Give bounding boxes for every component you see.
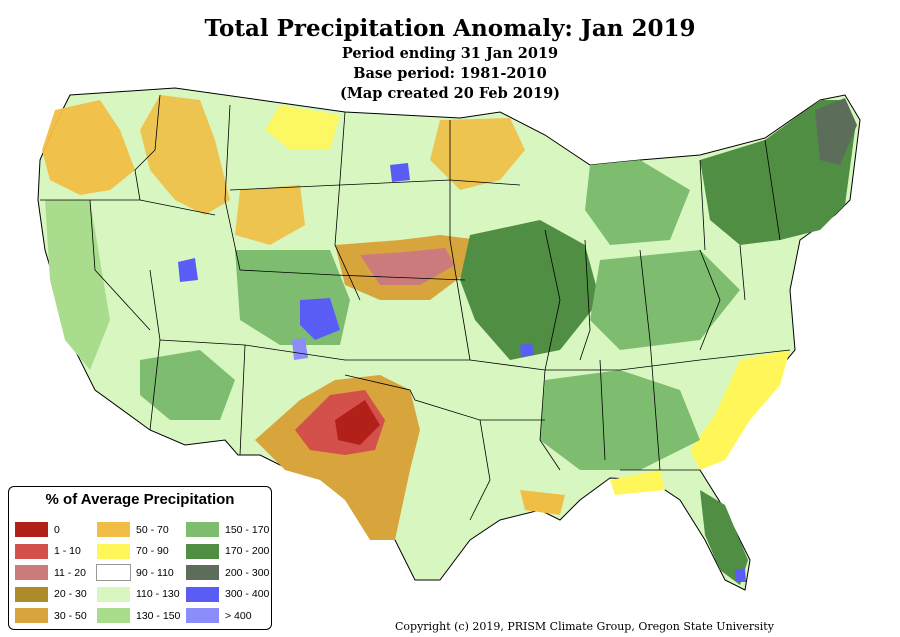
map-title: Total Precipitation Anomaly: Jan 2019 — [204, 15, 696, 42]
legend-item: 90 - 110 — [96, 562, 180, 584]
title-block: Total Precipitation Anomaly: Jan 2019 Pe… — [0, 14, 900, 104]
legend-swatch — [15, 522, 48, 538]
subtitle-base-period: Base period: 1981-2010 — [353, 65, 547, 82]
legend-label: 20 - 30 — [54, 588, 87, 601]
legend-item: 11 - 20 — [15, 562, 87, 584]
very-wet-spot-utah — [178, 258, 198, 282]
legend-column-1: 0 1 - 10 11 - 20 20 - 30 30 - 50 — [15, 519, 87, 627]
dry-zone-georgia — [610, 470, 665, 495]
state-boundaries — [40, 94, 791, 521]
subtitle-period: Period ending 31 Jan 2019 — [341, 45, 559, 62]
legend-label: 11 - 20 — [54, 566, 86, 579]
legend-label: 1 - 10 — [54, 545, 81, 558]
legend-label: 0 — [54, 523, 60, 536]
wet-zone-ohio-valley — [590, 250, 740, 350]
legend-swatch — [97, 608, 130, 624]
wet-zone-arizona — [140, 350, 235, 420]
dry-zone-northwest — [42, 100, 135, 195]
legend-swatch — [186, 543, 219, 559]
legend-swatch — [15, 608, 48, 624]
legend-label: 90 - 110 — [136, 566, 174, 579]
legend-label: 110 - 130 — [136, 588, 180, 601]
legend-label: 130 - 150 — [136, 609, 181, 622]
legend-column-2: 50 - 70 70 - 90 90 - 110 110 - 130 130 - 150 — [96, 519, 180, 627]
legend-item: 70 - 90 — [97, 541, 180, 563]
wet-zone-northeast — [700, 100, 855, 245]
legend-swatch — [15, 543, 48, 559]
legend-label: 30 - 50 — [54, 609, 87, 622]
very-wet-spot-south-dakota — [390, 163, 410, 182]
wet-zone-maine — [815, 98, 857, 165]
legend-swatch — [186, 565, 219, 581]
legend-swatch — [15, 586, 48, 602]
legend-swatch — [186, 586, 219, 602]
legend-swatch — [186, 608, 219, 624]
legend-item: 20 - 30 — [15, 584, 87, 606]
legend-swatch — [97, 586, 130, 602]
dry-zone-wyoming — [235, 185, 305, 245]
legend-item: 110 - 130 — [97, 584, 180, 606]
legend-item: 130 - 150 — [97, 605, 180, 627]
legend-item: 50 - 70 — [97, 519, 180, 541]
legend: % of Average Precipitation 0 1 - 10 11 - 2… — [8, 486, 272, 630]
legend-label: 50 - 70 — [136, 523, 169, 536]
dry-zone-nebraska-core — [360, 248, 455, 285]
subtitle-created: (Map created 20 Feb 2019) — [339, 85, 561, 102]
legend-label: 300 - 400 — [225, 588, 270, 601]
legend-title: % of Average Precipitation — [45, 491, 235, 508]
legend-swatch — [97, 543, 130, 559]
legend-item: 0 — [15, 519, 87, 541]
legend-item: 170 - 200 — [186, 541, 269, 563]
very-wet-spot-nm — [292, 338, 308, 360]
legend-item: 150 - 170 — [186, 519, 269, 541]
legend-label: 150 - 170 — [225, 523, 270, 536]
legend-item: > 400 — [186, 605, 269, 627]
legend-label: 170 - 200 — [225, 545, 270, 558]
legend-label: 70 - 90 — [136, 545, 169, 558]
legend-label: 200 - 300 — [225, 566, 270, 579]
dry-zone-idaho — [140, 95, 230, 215]
legend-item: 30 - 50 — [15, 605, 87, 627]
very-wet-spot-colorado — [300, 298, 340, 340]
dry-zone-texas-deep — [335, 400, 380, 445]
legend-item: 1 - 10 — [15, 541, 87, 563]
wet-zone-midwest — [460, 220, 600, 360]
legend-column-3: 150 - 170 170 - 200 200 - 300 300 - 400 > 40… — [186, 519, 269, 627]
copyright-notice: Copyright (c) 2019, PRISM Climate Group,… — [395, 620, 774, 633]
dry-zone-montana-yellow — [265, 105, 340, 150]
legend-swatch — [15, 565, 48, 581]
legend-swatch — [186, 522, 219, 538]
legend-swatch — [96, 564, 131, 582]
wet-zone-california — [45, 200, 110, 370]
legend-item: 300 - 400 — [186, 584, 269, 606]
dry-zone-carolinas — [690, 350, 790, 470]
dry-zone-gulf — [520, 490, 565, 515]
legend-label: > 400 — [225, 609, 252, 622]
wet-zone-southeast — [540, 370, 700, 470]
legend-swatch — [97, 522, 130, 538]
wet-zone-florida — [700, 490, 748, 585]
legend-item: 200 - 300 — [186, 562, 269, 584]
wet-zone-great-lakes — [585, 160, 690, 245]
very-wet-spot-florida — [735, 568, 746, 582]
dry-zone-dakota — [430, 118, 525, 190]
very-wet-spot-missouri — [520, 343, 534, 357]
